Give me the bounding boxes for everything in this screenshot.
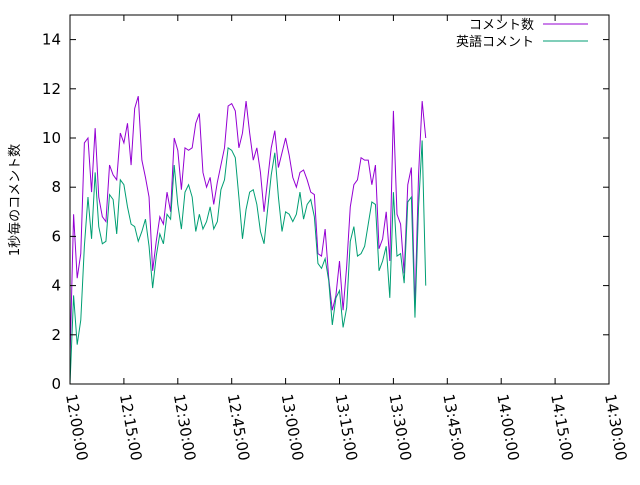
legend-label-series-1: コメント数 [469, 18, 534, 33]
y-tick-label: 0 [51, 375, 61, 393]
y-tick-label: 6 [51, 227, 61, 245]
y-tick-label: 14 [42, 31, 61, 49]
y-tick-label: 8 [51, 178, 61, 196]
y-tick-label: 12 [42, 80, 61, 98]
y-tick-label: 10 [42, 129, 61, 147]
x-tick-label: 14:00:00 [493, 393, 522, 462]
plot-frame [69, 14, 610, 385]
y-tick-label: 2 [51, 326, 61, 344]
x-tick-label: 13:00:00 [278, 393, 307, 462]
x-tick-label: 13:45:00 [439, 393, 468, 462]
legend-label-series-2: 英語コメント [456, 34, 534, 50]
x-tick-label: 13:30:00 [385, 393, 414, 462]
series-line-2 [69, 140, 427, 385]
x-tick-label: 12:00:00 [62, 393, 91, 462]
series-line-1 [69, 96, 427, 360]
x-tick-label: 13:15:00 [332, 393, 361, 462]
x-tick-label: 12:45:00 [224, 393, 253, 462]
y-tick-label: 4 [51, 277, 61, 295]
x-tick-label: 14:15:00 [547, 393, 576, 462]
x-tick-label: 12:30:00 [170, 393, 199, 462]
x-tick-label: 12:15:00 [116, 393, 145, 462]
y-axis-label: 1秒毎のコメント数 [7, 144, 23, 256]
legend: コメント数 英語コメント [456, 18, 588, 50]
x-tick-label: 14:30:00 [601, 393, 630, 462]
